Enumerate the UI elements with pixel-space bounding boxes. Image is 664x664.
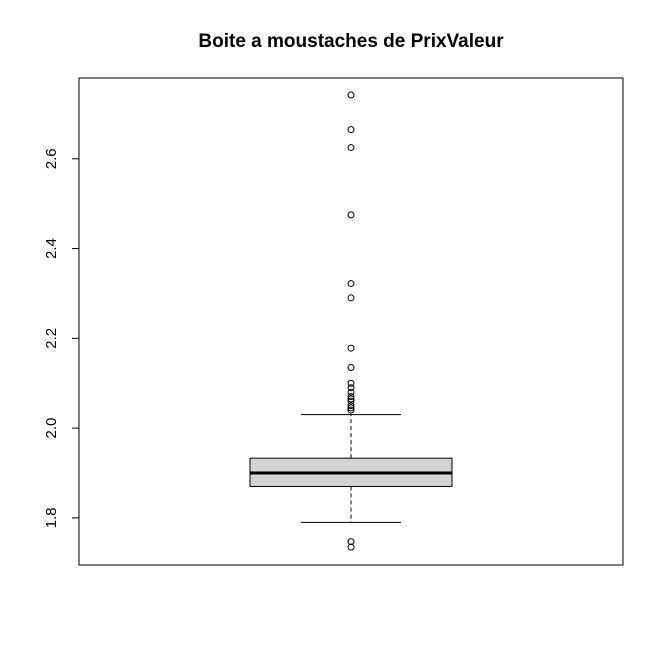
outlier-point <box>347 402 355 410</box>
outlier-point <box>347 384 355 392</box>
outlier-point <box>347 388 355 396</box>
y-tick-label: 2.0 <box>43 418 60 439</box>
outlier-point <box>347 126 355 134</box>
chart-title: Boite a moustaches de PrixValeur <box>198 31 504 52</box>
outlier-point <box>347 406 355 414</box>
outlier-point <box>347 397 355 405</box>
box-plot <box>249 414 453 523</box>
outlier-point <box>347 364 355 372</box>
outlier-point <box>347 91 355 99</box>
y-tick-label: 2.4 <box>43 238 60 259</box>
outlier-point <box>347 393 355 401</box>
outlier-point <box>347 543 355 551</box>
outlier-point <box>347 379 355 387</box>
y-tick-label: 2.6 <box>43 148 60 169</box>
outlier-point <box>347 280 355 288</box>
y-tick-label: 1.8 <box>43 507 60 528</box>
outlier-points <box>347 91 355 551</box>
outlier-point <box>347 144 355 152</box>
y-tick-label: 2.2 <box>43 328 60 349</box>
outlier-point <box>347 294 355 302</box>
outlier-point <box>347 538 355 546</box>
outlier-point <box>347 395 355 403</box>
outlier-point <box>347 344 355 352</box>
y-axis: 1.8 2.0 2.2 2.4 2.6 <box>43 148 80 528</box>
outlier-point <box>347 404 355 412</box>
outlier-point <box>347 211 355 219</box>
